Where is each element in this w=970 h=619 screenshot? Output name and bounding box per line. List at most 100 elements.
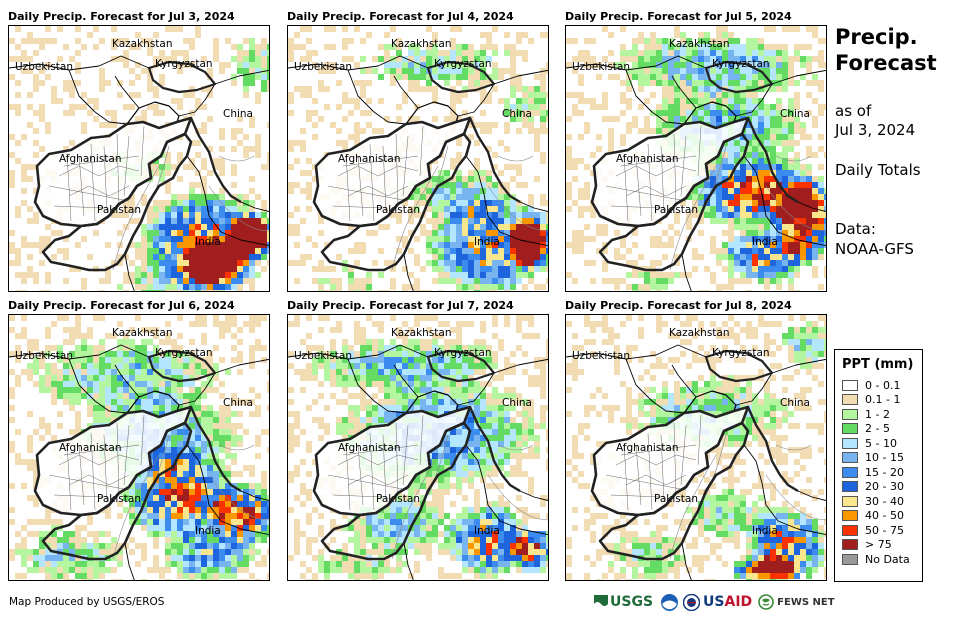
legend-label: > 75 [865,538,892,552]
totals-label: Daily Totals [835,161,921,179]
legend-title: PPT (mm) [842,357,914,372]
legend-entry: 5 - 10 [842,436,915,451]
map-label-india: India [195,236,221,248]
precip-map: Kazakhstan Uzbekistan Kyrgyzstan China Afgha… [565,25,827,292]
legend-label: 10 - 15 [865,451,904,465]
map-label-pakistan: Pakistan [376,493,420,505]
precip-map: Kazakhstan Uzbekistan Kyrgyzstan China Afgha… [8,314,270,581]
precip-raster [9,26,269,291]
map-label-uzbekistan: Uzbekistan [572,61,630,73]
map-label-uzbekistan: Uzbekistan [294,350,352,362]
legend-label: 20 - 30 [865,480,904,494]
map-label-china: China [502,108,532,120]
map-label-kazakhstan: Kazakhstan [391,38,452,50]
panel-title: Daily Precip. Forecast for Jul 7, 2024 [287,299,514,312]
map-label-afghanistan: Afghanistan [59,442,122,454]
legend-swatch [842,452,858,464]
map-label-china: China [223,108,253,120]
legend-swatch [842,553,858,565]
legend-swatch [842,495,858,507]
map-label-afghanistan: Afghanistan [616,153,679,165]
usaid-logo-text: USAID [703,594,752,610]
map-label-kyrgyzstan: Kyrgyzstan [155,58,213,70]
legend-label: 40 - 50 [865,509,904,523]
precip-raster [566,26,826,291]
fews-globe-icon [758,594,774,610]
legend-label: 0 - 0.1 [865,378,901,392]
legend-swatch [842,394,858,406]
panel-title: Daily Precip. Forecast for Jul 8, 2024 [565,299,792,312]
map-label-kazakhstan: Kazakhstan [669,38,730,50]
legend-swatch [842,408,858,420]
map-label-india: India [752,236,778,248]
legend-entry: 10 - 15 [842,451,915,466]
map-label-kazakhstan: Kazakhstan [112,38,173,50]
map-label-china: China [223,397,253,409]
as-of-label: as of [835,102,872,120]
usaid-us-text: US [703,594,725,610]
legend-entry: No Data [842,552,915,567]
usaid-seal-icon [683,593,701,611]
legend-swatch [842,466,858,478]
agency-logos: USGS USAID FEWS NET [594,591,835,613]
map-label-china: China [502,397,532,409]
map-label-kyrgyzstan: Kyrgyzstan [434,347,492,359]
precip-map: Kazakhstan Uzbekistan Kyrgyzstan China Afgha… [8,25,270,292]
map-label-afghanistan: Afghanistan [59,153,122,165]
legend-label: 1 - 2 [865,407,890,421]
map-label-kazakhstan: Kazakhstan [391,327,452,339]
legend-swatch [842,481,858,493]
precip-raster [566,315,826,580]
legend-entry: 0.1 - 1 [842,393,915,408]
map-label-india: India [195,525,221,537]
legend-label: 0.1 - 1 [865,393,901,407]
map-label-afghanistan: Afghanistan [616,442,679,454]
legend-label: 15 - 20 [865,465,904,479]
map-label-kyrgyzstan: Kyrgyzstan [434,58,492,70]
map-label-india: India [474,236,500,248]
legend-entry: 20 - 30 [842,480,915,495]
map-label-china: China [780,108,810,120]
map-label-pakistan: Pakistan [97,493,141,505]
map-label-india: India [474,525,500,537]
precip-raster [9,315,269,580]
noaa-logo-icon [661,593,679,611]
legend-swatch [842,379,858,391]
legend-label: 50 - 75 [865,523,904,537]
legend-entry: 40 - 50 [842,509,915,524]
panel-title: Daily Precip. Forecast for Jul 5, 2024 [565,10,792,23]
map-label-uzbekistan: Uzbekistan [572,350,630,362]
map-label-pakistan: Pakistan [97,204,141,216]
map-label-india: India [752,525,778,537]
legend-label: No Data [865,552,910,566]
precip-map: Kazakhstan Uzbekistan Kyrgyzstan China Afgha… [287,25,549,292]
legend-swatch [842,423,858,435]
panel-title: Daily Precip. Forecast for Jul 4, 2024 [287,10,514,23]
legend-swatch [842,510,858,522]
legend-label: 2 - 5 [865,422,890,436]
map-label-uzbekistan: Uzbekistan [15,61,73,73]
usgs-logo: USGS [594,594,653,610]
legend-entry: 0 - 0.1 [842,378,915,393]
precip-raster [288,26,548,291]
legend-entry: 1 - 2 [842,407,915,422]
map-label-kyrgyzstan: Kyrgyzstan [712,347,770,359]
legend-swatch [842,437,858,449]
legend-swatch [842,539,858,551]
legend-label: 30 - 40 [865,494,904,508]
map-label-kyrgyzstan: Kyrgyzstan [712,58,770,70]
usgs-logo-text: USGS [610,594,654,610]
legend-entry: 15 - 20 [842,465,915,480]
data-source: Data: NOAA-GFS [835,219,965,259]
map-label-uzbekistan: Uzbekistan [15,350,73,362]
data-source-value: NOAA-GFS [835,240,914,258]
map-label-pakistan: Pakistan [654,204,698,216]
map-label-pakistan: Pakistan [654,493,698,505]
map-info: Precip. Forecast as of Jul 3, 2024 Daily… [835,24,965,259]
legend-entry: 30 - 40 [842,494,915,509]
fews-net-text: FEWS NET [777,596,835,608]
map-label-pakistan: Pakistan [376,204,420,216]
main-title-line-2: Forecast [835,51,937,75]
